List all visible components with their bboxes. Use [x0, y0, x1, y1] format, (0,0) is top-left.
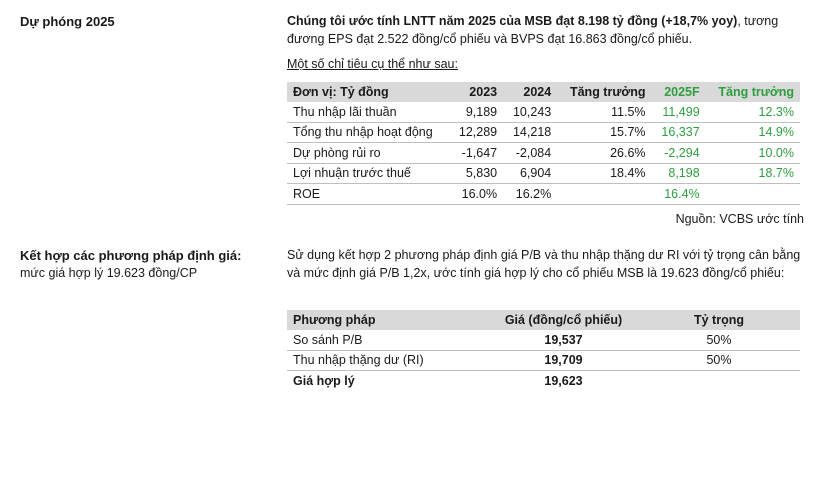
row-label: ROE — [287, 183, 449, 205]
section-title-valuation: Kết hợp các phương pháp định giá: — [20, 248, 242, 263]
row-label: Tổng thu nhập hoạt động — [287, 122, 449, 143]
cell-growth-2025 — [705, 183, 800, 205]
col-header-growth-2024: Tăng trưởng — [557, 82, 652, 102]
col-header-2023: 2023 — [449, 82, 504, 102]
col-header-method: Phương pháp — [287, 310, 489, 330]
cell-2025f: -2,294 — [651, 142, 706, 164]
cell-growth-2024: 15.7% — [557, 122, 652, 143]
price-cell: 19,537 — [489, 330, 638, 351]
cell-2023: 16.0% — [449, 183, 504, 205]
col-header-weight: Tỷ trọng — [638, 310, 800, 330]
table-row: Thu nhập thặng dư (RI) 19,709 50% — [287, 350, 800, 371]
valuation-subtitle: mức giá hợp lý 19.623 đồng/CP — [20, 266, 198, 280]
cell-2025f: 8,198 — [651, 163, 706, 184]
indicators-subheading: Một số chỉ tiêu cụ thể như sau: — [287, 57, 458, 71]
method-label: Thu nhập thặng dư (RI) — [287, 350, 489, 371]
cell-2025f: 16,337 — [651, 122, 706, 143]
cell-growth-2025: 18.7% — [705, 163, 800, 184]
row-label: Dự phòng rủi ro — [287, 142, 449, 164]
cell-2024: 10,243 — [503, 102, 558, 123]
cell-growth-2025: 12.3% — [705, 102, 800, 123]
valuation-paragraph: Sử dụng kết hợp 2 phương pháp định giá P… — [287, 248, 801, 280]
cell-2024: 16.2% — [503, 183, 558, 205]
col-header-unit: Đơn vị: Tỷ đồng — [287, 82, 449, 102]
price-cell: 19,709 — [489, 350, 638, 371]
forecast-paragraph-rest: , tương đương EPS đạt 2.522 đồng/cổ phiế… — [287, 14, 779, 46]
forecast-paragraph-bold: Chúng tôi ước tính LNTT năm 2025 của MSB… — [287, 14, 738, 28]
fair-value-price: 19,623 — [544, 373, 583, 388]
table-row-total: Giá hợp lý 19,623 — [287, 371, 800, 391]
forecast-table: Đơn vị: Tỷ đồng 2023 2024 Tăng trưởng 20… — [287, 82, 800, 205]
section-title-forecast: Dự phóng 2025 — [20, 14, 115, 29]
weight-cell: 50% — [638, 350, 800, 371]
cell-2024: 14,218 — [503, 122, 558, 143]
row-label: Lợi nhuận trước thuế — [287, 163, 449, 184]
table-header-row: Phương pháp Giá (đồng/cổ phiếu) Tỷ trọng — [287, 310, 800, 330]
cell-growth-2024: 11.5% — [557, 102, 652, 123]
cell-2025f: 16.4% — [651, 183, 706, 205]
col-header-price: Giá (đồng/cổ phiếu) — [489, 310, 638, 330]
col-header-2024: 2024 — [503, 82, 558, 102]
cell-growth-2025: 10.0% — [705, 142, 800, 164]
cell-2023: -1,647 — [449, 142, 504, 164]
col-header-growth-2025: Tăng trưởng — [705, 82, 800, 102]
table-row: ROE 16.0% 16.2% 16.4% — [287, 183, 800, 205]
forecast-paragraph: Chúng tôi ước tính LNTT năm 2025 của MSB… — [287, 12, 805, 48]
method-label: So sánh P/B — [287, 330, 489, 351]
cell-2023: 5,830 — [449, 163, 504, 184]
col-header-2025f: 2025F — [651, 82, 706, 102]
cell-growth-2025: 14.9% — [705, 122, 800, 143]
table-source-note: Nguồn: VCBS ước tính — [675, 212, 804, 226]
row-label: Thu nhập lãi thuần — [287, 102, 449, 123]
weight-cell: 50% — [638, 330, 800, 351]
fair-value-label: Giá hợp lý — [293, 373, 355, 388]
table-row: So sánh P/B 19,537 50% — [287, 330, 800, 351]
table-header-row: Đơn vị: Tỷ đồng 2023 2024 Tăng trưởng 20… — [287, 82, 800, 102]
cell-2025f: 11,499 — [651, 102, 706, 123]
cell-2024: 6,904 — [503, 163, 558, 184]
table-row: Dự phòng rủi ro -1,647 -2,084 26.6% -2,2… — [287, 142, 800, 164]
cell-growth-2024 — [557, 183, 652, 205]
table-row: Lợi nhuận trước thuế 5,830 6,904 18.4% 8… — [287, 163, 800, 184]
table-row: Tổng thu nhập hoạt động 12,289 14,218 15… — [287, 122, 800, 143]
cell-growth-2024: 26.6% — [557, 142, 652, 164]
cell-2023: 9,189 — [449, 102, 504, 123]
valuation-table: Phương pháp Giá (đồng/cổ phiếu) Tỷ trọng… — [287, 310, 800, 391]
cell-2023: 12,289 — [449, 122, 504, 143]
fair-value-weight — [638, 371, 800, 391]
cell-2024: -2,084 — [503, 142, 558, 164]
table-row: Thu nhập lãi thuần 9,189 10,243 11.5% 11… — [287, 102, 800, 123]
cell-growth-2024: 18.4% — [557, 163, 652, 184]
